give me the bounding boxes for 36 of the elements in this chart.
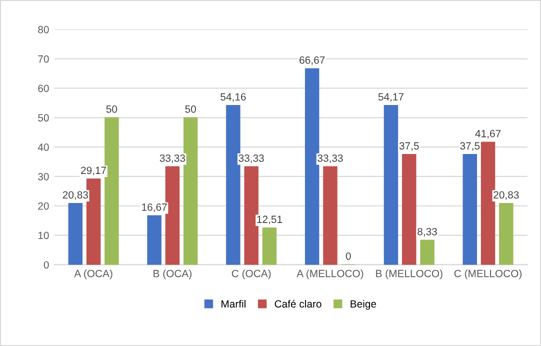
y-tick-label: 0	[44, 261, 49, 269]
y-tick-label: 30	[38, 172, 49, 180]
data-label: 33,33	[318, 154, 343, 164]
data-label: 20,83	[494, 191, 519, 200]
x-tick-label: A (MELLOCO)	[296, 270, 364, 280]
x-tick-label: C (MELLOCO)	[454, 270, 522, 280]
data-label: 33,33	[160, 154, 186, 164]
data-label: 66,67	[300, 56, 325, 66]
x-tick-label: C (OCA)	[232, 270, 271, 280]
y-tick-label: 60	[38, 84, 49, 92]
data-label: 8,33	[418, 228, 437, 237]
x-tick-label: B (OCA)	[154, 270, 192, 280]
data-label: 12,51	[257, 216, 282, 224]
data-label: 16,67	[142, 203, 167, 212]
data-label: 29,17	[81, 166, 106, 176]
data-label: 0	[346, 252, 351, 260]
data-label: 37,5	[399, 142, 419, 151]
data-label: 50	[106, 105, 118, 113]
data-label: 20,83	[62, 191, 88, 200]
y-tick-label: 40	[38, 144, 49, 151]
data-label: 41,67	[475, 130, 501, 139]
data-label: 37,5	[460, 142, 480, 151]
x-tick-label: B (MELLOCO)	[376, 270, 442, 280]
y-tick-label: 70	[38, 55, 49, 63]
legend-label: Café claro	[274, 300, 322, 308]
data-label: 54,17	[378, 93, 404, 102]
data-label: 33,33	[238, 154, 264, 164]
x-tick-label: A (OCA)	[74, 270, 112, 280]
y-tick-label: 20	[38, 202, 49, 210]
y-tick-label: 10	[38, 232, 49, 240]
legend-label: Beige	[350, 300, 376, 310]
data-label: 54,16	[220, 93, 246, 102]
y-tick-label: 80	[38, 26, 49, 34]
data-label: 50	[185, 105, 196, 113]
y-tick-label: 50	[38, 114, 49, 122]
legend-label: Marfil	[222, 300, 246, 308]
